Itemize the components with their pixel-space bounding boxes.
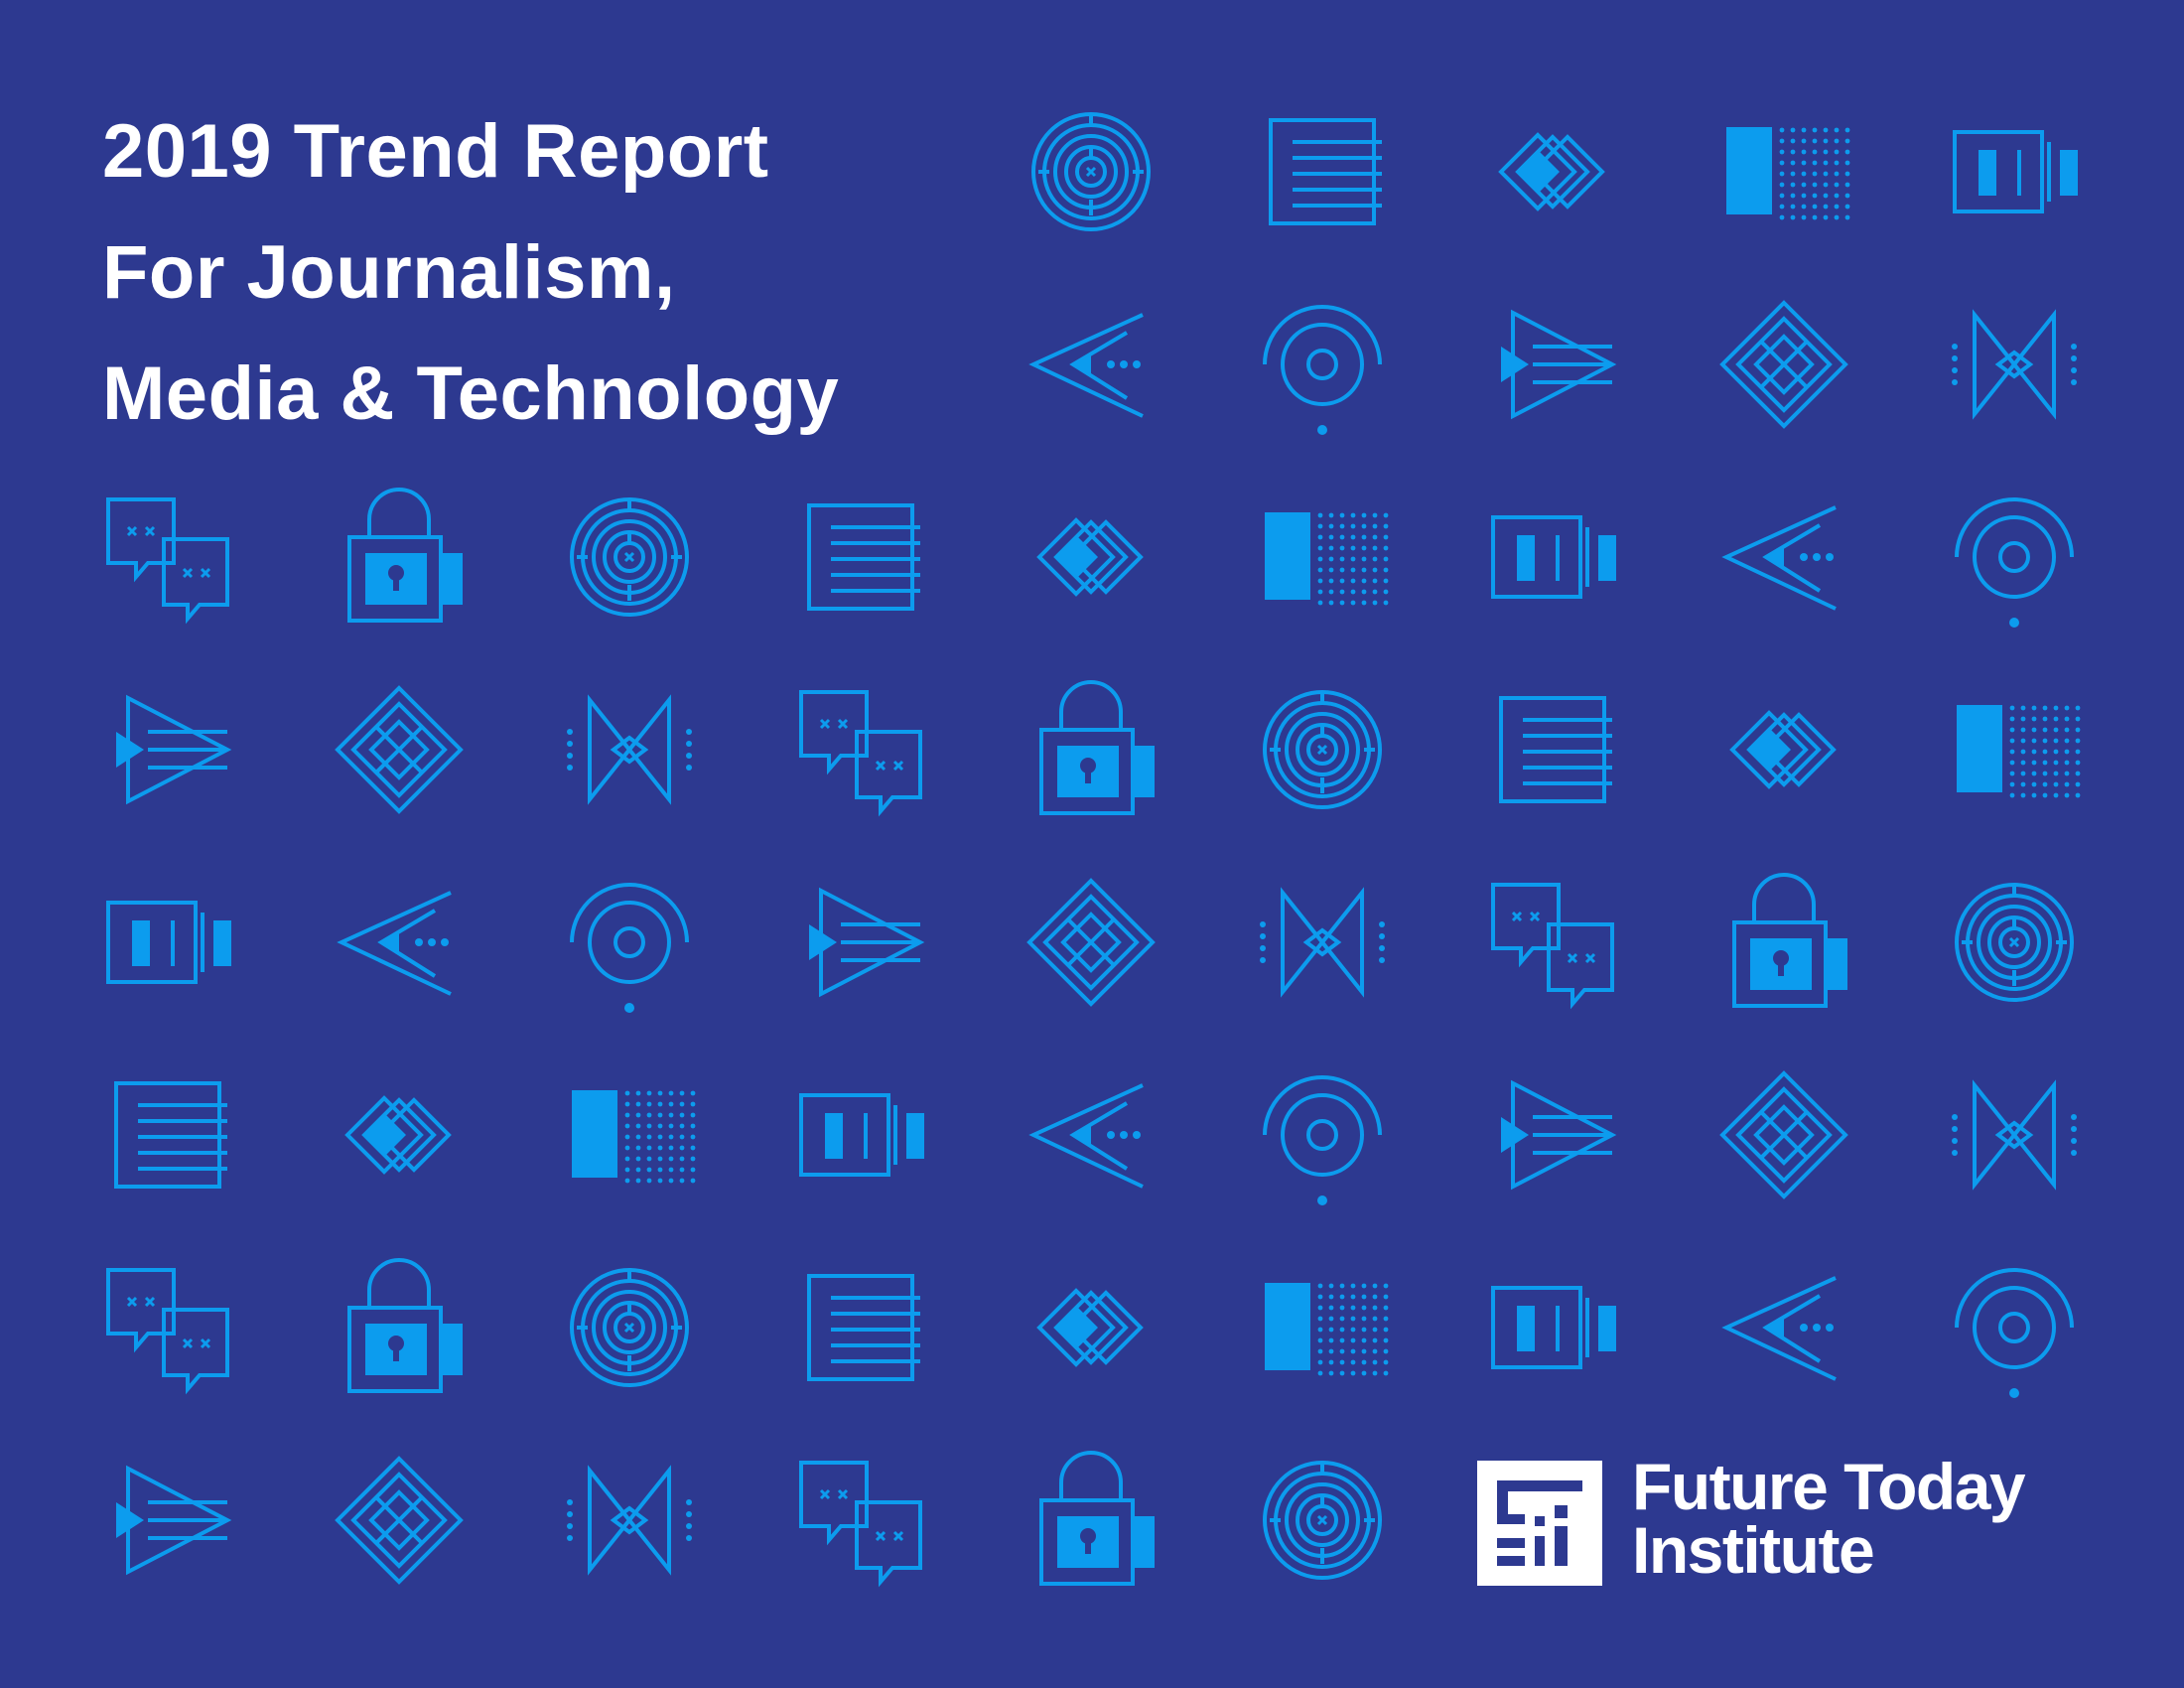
stacked-diamonds-icon xyxy=(1036,1288,1144,1367)
bowtie-icon xyxy=(1259,887,1385,998)
lines-box-icon xyxy=(1268,118,1382,225)
maze-icon xyxy=(570,1268,689,1387)
arrows-converge-icon xyxy=(1720,1276,1837,1381)
knot-diamond-icon xyxy=(334,1456,464,1585)
stacked-diamonds-icon xyxy=(1498,132,1605,211)
dot-gradient-icon xyxy=(1957,705,2081,798)
knot-diamond-icon xyxy=(334,685,464,814)
arrows-converge-icon xyxy=(336,891,452,996)
arrows-converge-icon xyxy=(1028,313,1144,418)
arrows-converge-icon xyxy=(1028,1083,1144,1189)
battery-bars-icon xyxy=(798,1093,924,1177)
padlock-icon xyxy=(346,488,463,623)
chat-bubbles-icon xyxy=(106,1268,229,1395)
lines-box-icon xyxy=(1499,696,1612,803)
knot-diamond-icon xyxy=(1718,1070,1848,1199)
target-arc-icon xyxy=(1955,497,2074,628)
maze-icon xyxy=(1955,883,2074,1002)
battery-bars-icon xyxy=(1491,515,1616,599)
paper-plane-icon xyxy=(808,887,924,998)
battery-bars-icon xyxy=(106,901,231,984)
dot-gradient-icon xyxy=(1264,512,1388,606)
battery-bars-icon xyxy=(1491,1286,1616,1369)
knot-diamond-icon xyxy=(1718,300,1848,429)
brand-name-line-2: Institute xyxy=(1632,1513,1875,1587)
chat-bubbles-icon xyxy=(798,690,922,817)
maze-icon xyxy=(1262,690,1382,809)
report-title: 2019 Trend Report For Journalism, Media … xyxy=(102,91,839,455)
padlock-icon xyxy=(1731,873,1847,1008)
lines-box-icon xyxy=(806,1274,920,1381)
target-arc-icon xyxy=(1955,1268,2074,1398)
maze-icon xyxy=(1031,112,1151,231)
dot-gradient-icon xyxy=(572,1090,696,1184)
padlock-icon xyxy=(1039,680,1155,815)
lines-box-icon xyxy=(806,503,920,611)
arrows-converge-icon xyxy=(1720,505,1837,611)
target-arc-icon xyxy=(1262,305,1382,435)
fti-logo-icon xyxy=(1477,1461,1602,1586)
target-arc-icon xyxy=(1262,1075,1382,1205)
padlock-icon xyxy=(1039,1451,1155,1586)
brand-name: Future Today Institute xyxy=(1632,1450,2026,1587)
padlock-icon xyxy=(346,1258,463,1393)
title-line-3: Media & Technology xyxy=(102,352,840,436)
chat-bubbles-icon xyxy=(798,1461,922,1588)
bowtie-icon xyxy=(567,1465,692,1576)
dot-gradient-icon xyxy=(1725,127,1849,220)
maze-icon xyxy=(1262,1461,1382,1580)
paper-plane-icon xyxy=(116,1465,232,1576)
brand-name-line-1: Future Today xyxy=(1632,1450,2026,1523)
target-arc-icon xyxy=(570,883,689,1013)
knot-diamond-icon xyxy=(1026,878,1156,1007)
stacked-diamonds-icon xyxy=(1036,517,1144,597)
chat-bubbles-icon xyxy=(106,497,229,625)
paper-plane-icon xyxy=(116,694,232,805)
chat-bubbles-icon xyxy=(1491,883,1614,1010)
title-line-1: 2019 Trend Report xyxy=(102,109,769,194)
maze-icon xyxy=(570,497,689,617)
stacked-diamonds-icon xyxy=(343,1095,452,1175)
bowtie-icon xyxy=(1952,309,2077,420)
paper-plane-icon xyxy=(1501,309,1617,420)
battery-bars-icon xyxy=(1953,130,2078,213)
lines-box-icon xyxy=(114,1081,227,1189)
stacked-diamonds-icon xyxy=(1728,710,1837,789)
paper-plane-icon xyxy=(1501,1079,1617,1191)
bowtie-icon xyxy=(567,694,692,805)
bowtie-icon xyxy=(1952,1079,2077,1191)
dot-gradient-icon xyxy=(1264,1283,1388,1376)
title-line-2: For Journalism, xyxy=(102,230,676,315)
